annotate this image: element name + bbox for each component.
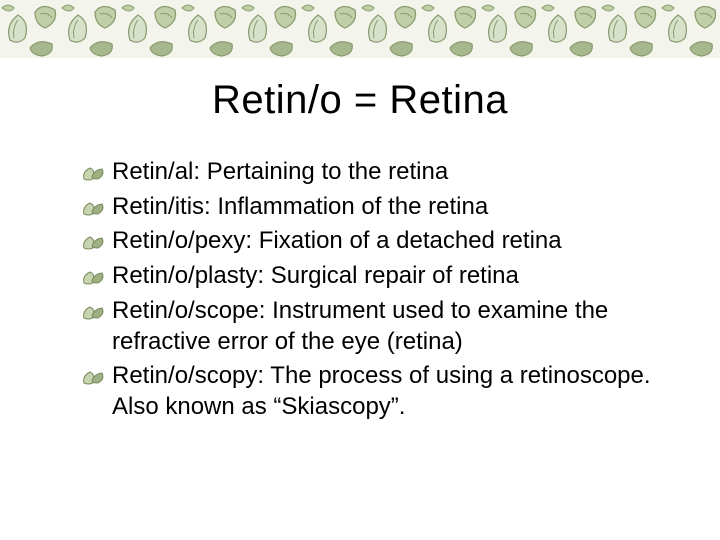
item-text: Retin/itis: Inflammation of the retina	[112, 192, 488, 223]
item-text: Retin/o/plasty: Surgical repair of retin…	[112, 261, 519, 292]
leaf-bullet-icon	[80, 200, 106, 218]
list-item: Retin/o/scopy: The process of using a re…	[80, 361, 660, 422]
leaf-bullet-icon	[80, 369, 106, 387]
item-text: Retin/o/pexy: Fixation of a detached ret…	[112, 226, 562, 257]
item-text: Retin/o/scope: Instrument used to examin…	[112, 296, 660, 357]
leaf-bullet-icon	[80, 269, 106, 287]
decorative-border	[0, 0, 720, 58]
list-item: Retin/o/scope: Instrument used to examin…	[80, 296, 660, 357]
list-item: Retin/o/plasty: Surgical repair of retin…	[80, 261, 660, 292]
slide-title: Retin/o = Retina	[40, 78, 680, 123]
leaf-bullet-icon	[80, 304, 106, 322]
leaf-bullet-icon	[80, 165, 106, 183]
item-text: Retin/al: Pertaining to the retina	[112, 157, 448, 188]
list-item: Retin/o/pexy: Fixation of a detached ret…	[80, 226, 660, 257]
item-text: Retin/o/scopy: The process of using a re…	[112, 361, 660, 422]
list-item: Retin/al: Pertaining to the retina	[80, 157, 660, 188]
leaf-bullet-icon	[80, 234, 106, 252]
bullet-list: Retin/al: Pertaining to the retina Retin…	[40, 157, 680, 423]
slide-content: Retin/o = Retina Retin/al: Pertaining to…	[0, 78, 720, 427]
list-item: Retin/itis: Inflammation of the retina	[80, 192, 660, 223]
